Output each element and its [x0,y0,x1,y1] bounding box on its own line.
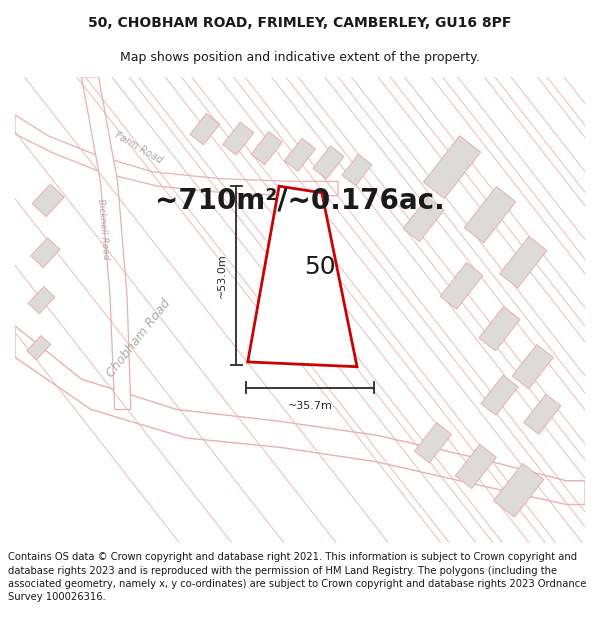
Text: ~710m²/~0.176ac.: ~710m²/~0.176ac. [155,186,445,214]
Polygon shape [82,77,131,409]
Polygon shape [479,306,520,351]
Polygon shape [28,287,55,314]
Polygon shape [464,186,516,243]
Polygon shape [284,138,316,171]
Polygon shape [190,113,220,145]
Polygon shape [524,394,561,434]
Polygon shape [223,122,254,155]
Polygon shape [26,336,50,360]
Text: ~53.0m: ~53.0m [217,253,227,298]
Polygon shape [15,326,585,504]
Polygon shape [31,238,60,268]
Text: Chobham Road: Chobham Road [104,297,173,380]
Polygon shape [424,136,481,199]
Text: ~35.7m: ~35.7m [287,401,332,411]
Text: 50, CHOBHAM ROAD, FRIMLEY, CAMBERLEY, GU16 8PF: 50, CHOBHAM ROAD, FRIMLEY, CAMBERLEY, GU… [88,16,512,30]
Text: Contains OS data © Crown copyright and database right 2021. This information is : Contains OS data © Crown copyright and d… [8,552,586,602]
Polygon shape [481,375,518,415]
Polygon shape [403,198,444,242]
Polygon shape [248,186,357,367]
Polygon shape [313,146,344,179]
Polygon shape [493,463,544,517]
Text: Map shows position and indicative extent of the property.: Map shows position and indicative extent… [120,51,480,64]
Text: Farm Road: Farm Road [113,131,164,166]
Polygon shape [32,184,64,217]
Text: Bicknell Road: Bicknell Road [96,198,110,260]
Polygon shape [415,422,452,462]
Polygon shape [15,115,338,196]
Polygon shape [342,154,372,186]
Text: 50: 50 [305,256,336,279]
Polygon shape [440,262,483,309]
Polygon shape [500,236,547,288]
Polygon shape [512,344,553,389]
Polygon shape [251,132,282,164]
Polygon shape [455,444,496,489]
